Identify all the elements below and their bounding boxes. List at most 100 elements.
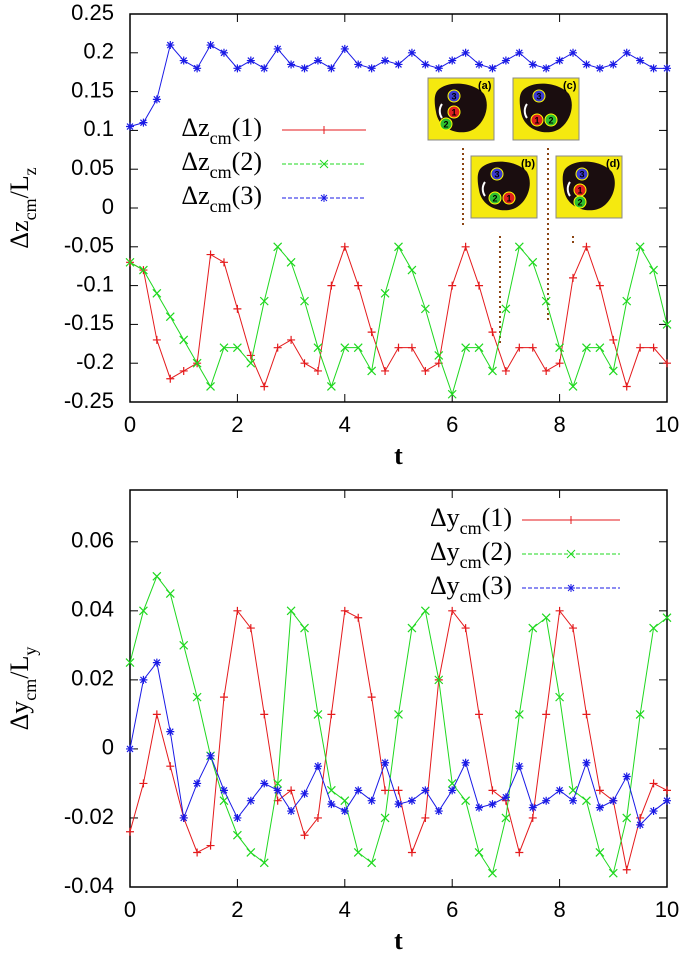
data-point (407, 796, 416, 805)
data-point (193, 848, 202, 857)
inset-rotation (481, 181, 486, 197)
data-point (461, 343, 471, 353)
data-point (246, 358, 256, 368)
data-point (260, 779, 269, 788)
inset-particle (439, 117, 453, 131)
series-line (129, 575, 668, 875)
data-point (367, 796, 376, 805)
data-point (126, 744, 134, 753)
data-point (528, 343, 537, 352)
data-point (595, 281, 604, 290)
data-point (287, 786, 296, 795)
data-point (488, 800, 497, 809)
data-point (125, 658, 135, 668)
data-point (179, 813, 188, 822)
data-point (609, 60, 618, 69)
data-point (381, 366, 390, 375)
y-tick-label: 0.06 (71, 528, 114, 553)
data-point (649, 623, 658, 633)
inset-particle-label: 3 (536, 91, 541, 101)
data-point (514, 709, 524, 719)
data-point (434, 351, 444, 360)
data-point (568, 382, 578, 391)
x-tick-label: 8 (553, 412, 565, 437)
data-point (474, 343, 484, 353)
data-point (501, 56, 510, 65)
data-point (286, 606, 296, 616)
data-point (407, 48, 416, 57)
data-point (542, 366, 551, 375)
inset-particle (575, 167, 589, 181)
data-point (313, 56, 322, 65)
series-line (129, 43, 667, 128)
data-point (340, 343, 350, 353)
x-axis-label: t (394, 926, 403, 955)
y-tick-label: -0.05 (64, 233, 114, 258)
y-tick-label: 0.15 (71, 77, 114, 102)
data-point (447, 779, 457, 788)
text-part: Δy (430, 503, 460, 532)
data-point (582, 758, 591, 767)
data-point (542, 64, 551, 73)
y-tick-label: 0.25 (71, 0, 114, 25)
legend-marker (566, 549, 576, 559)
series-line (129, 245, 668, 396)
data-point (139, 675, 148, 684)
data-point (662, 319, 672, 329)
inset-particle (530, 113, 544, 127)
inset: (a) 3 12 (427, 77, 495, 141)
inset-particle-label: 2 (492, 193, 497, 203)
y-axis-label: Δzcm/Lz (5, 167, 40, 248)
inset-particle-label: 1 (451, 107, 456, 117)
data-point (609, 335, 618, 344)
text-part: (2) (482, 537, 512, 566)
x-tick-label: 6 (446, 897, 458, 922)
data-point (273, 343, 282, 352)
data-point (663, 786, 671, 795)
inset-particle (544, 113, 558, 127)
data-point (622, 813, 632, 823)
data-point (662, 613, 672, 623)
data-point (381, 758, 390, 767)
arrows (462, 148, 574, 345)
data-point (233, 606, 242, 615)
text-part: /L (5, 656, 34, 679)
x-tick-label: 6 (446, 412, 458, 437)
y-tick-label: 0.2 (83, 39, 114, 64)
data-point (488, 786, 497, 795)
text-part: cm (210, 128, 232, 148)
y-tick-label: -0.02 (64, 804, 114, 829)
data-point (448, 56, 457, 65)
data-point (528, 803, 537, 812)
inset-particle-label: 2 (443, 119, 448, 129)
data-point (434, 675, 444, 685)
data-point (300, 831, 309, 840)
data-point (635, 242, 645, 252)
data-point (394, 800, 403, 809)
text-part: Δy (5, 701, 34, 731)
inset-particle-label: 1 (534, 115, 539, 125)
data-point (380, 288, 390, 298)
data-point (595, 343, 605, 353)
data-point (649, 343, 658, 352)
data-point (541, 613, 551, 623)
data-point (555, 692, 565, 702)
data-point (582, 343, 591, 353)
data-point (528, 257, 538, 267)
data-point (246, 624, 255, 633)
data-point (528, 60, 537, 69)
data-point (609, 796, 618, 805)
data-point (649, 807, 658, 816)
data-point (206, 841, 215, 850)
data-point (582, 60, 591, 69)
data-point (501, 793, 510, 802)
text-part: cm (210, 196, 232, 216)
data-point (152, 710, 161, 719)
data-point (381, 56, 390, 65)
inset-rotation (438, 103, 443, 119)
data-point (166, 727, 175, 736)
legend-marker (567, 584, 575, 592)
data-point (461, 758, 470, 767)
data-point (152, 571, 162, 581)
data-point (407, 343, 416, 352)
